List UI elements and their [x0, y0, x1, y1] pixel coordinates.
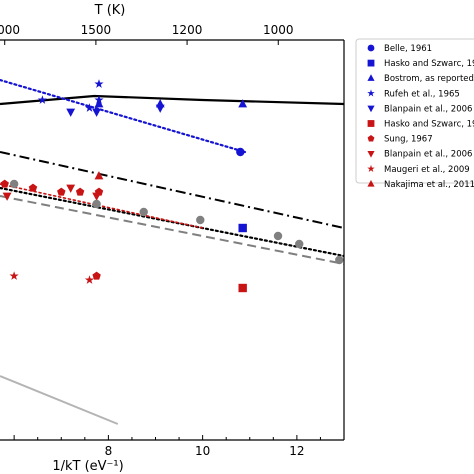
series-5 [66, 104, 165, 117]
legend-label: Belle, 1961 [384, 44, 432, 54]
top-tick-label: 1200 [172, 23, 203, 37]
data-point [94, 95, 104, 104]
legend-entry: Sung, 1967 [367, 135, 433, 145]
top-axis-label: T (K) [94, 3, 126, 18]
top-tick-label: 1000 [263, 23, 294, 37]
legend-label: Blanpain et al., 2006 [384, 104, 472, 114]
data-point [84, 103, 95, 112]
data-point [238, 223, 247, 233]
plot-content [0, 78, 344, 425]
x-tick-label: 10 [195, 444, 210, 458]
plot-area [0, 78, 344, 425]
legend-marker [367, 150, 375, 158]
series-10 [94, 171, 104, 180]
legend-entry: Blanpain et al., 2006 [367, 150, 472, 160]
data-point [28, 183, 38, 192]
data-point [94, 79, 104, 88]
legend-entry: Blanpain et al., 2006 [367, 104, 472, 114]
data-point [92, 108, 102, 117]
legend-marker [367, 89, 375, 97]
legend-label: Blanpain et al., 2006 [384, 150, 472, 160]
fit-line-6 [0, 195, 344, 265]
data-point [92, 192, 102, 201]
legend-label: Maugeri et al., 2009 [384, 165, 470, 175]
legend-marker [367, 44, 375, 52]
data-point [238, 283, 247, 293]
series-2 [238, 223, 247, 233]
data-point [295, 239, 304, 249]
data-point [37, 95, 47, 104]
legend-label: Hasko and Szwarc, 1963 [384, 59, 474, 69]
data-point [236, 147, 245, 157]
legend-entry: Belle, 1961 [367, 44, 432, 54]
fit-line-1 [0, 94, 344, 106]
data-point [92, 199, 101, 209]
legend-entry: Hasko and Szwarc, 1963 [367, 59, 474, 69]
data-point [9, 271, 19, 280]
legend-box [355, 38, 474, 184]
data-point [94, 99, 104, 108]
fit-line-2 [0, 78, 247, 154]
legend: Belle, 1961 Hasko and Szwarc, 1963 Bostrom… [355, 38, 474, 190]
series-4 [37, 79, 104, 112]
legend-entry: Rufeh et al., 1965 [367, 89, 460, 99]
data-point [66, 108, 76, 117]
legend-label: Bostrom, as reported [384, 74, 474, 84]
data-point [238, 99, 248, 108]
series-11 [9, 179, 344, 265]
x-axis-label: 1/kT (eV⁻¹) [52, 459, 123, 474]
legend-entry: Maugeri et al., 2009 [367, 164, 470, 175]
x-tick-label: 12 [289, 444, 304, 458]
data-point [84, 275, 95, 284]
data-point [155, 104, 165, 113]
legend-marker [367, 179, 375, 187]
legend-entry: Bostrom, as reported [367, 74, 474, 84]
data-point [139, 207, 148, 217]
legend-label: Hasko and Szwarc, 1963 [384, 120, 474, 130]
fit-line-3 [0, 151, 344, 229]
legend-entry: Nakajima et al., 2011 [367, 180, 474, 190]
legend-label: Rufeh et al., 1965 [384, 89, 460, 99]
series-9 [9, 271, 95, 284]
series-8 [2, 184, 102, 201]
legend-marker [367, 164, 375, 172]
data-point [335, 255, 344, 265]
legend-marker [367, 74, 375, 81]
data-point [196, 215, 205, 225]
data-point [9, 179, 19, 189]
data-point [2, 192, 12, 201]
data-point [0, 179, 9, 188]
legend-marker [367, 105, 375, 113]
legend-entry: Hasko and Szwarc, 1963 [367, 120, 474, 130]
data-point [57, 187, 66, 196]
data-point [66, 184, 76, 193]
series-1 [236, 147, 245, 157]
data-point [94, 171, 104, 180]
x-tick-label: 8 [105, 444, 113, 458]
data-point [273, 231, 283, 241]
fit-line-7 [0, 375, 119, 425]
legend-label: Nakajima et al., 2011 [384, 180, 474, 190]
data-point [75, 187, 85, 196]
legend-marker [367, 59, 375, 67]
legend-label: Sung, 1967 [384, 135, 433, 145]
legend-marker [367, 120, 375, 127]
top-tick-label: 1500 [81, 23, 112, 37]
series-6 [238, 283, 247, 293]
data-point [92, 271, 101, 280]
series-7 [0, 179, 104, 280]
legend-marker [367, 135, 375, 142]
